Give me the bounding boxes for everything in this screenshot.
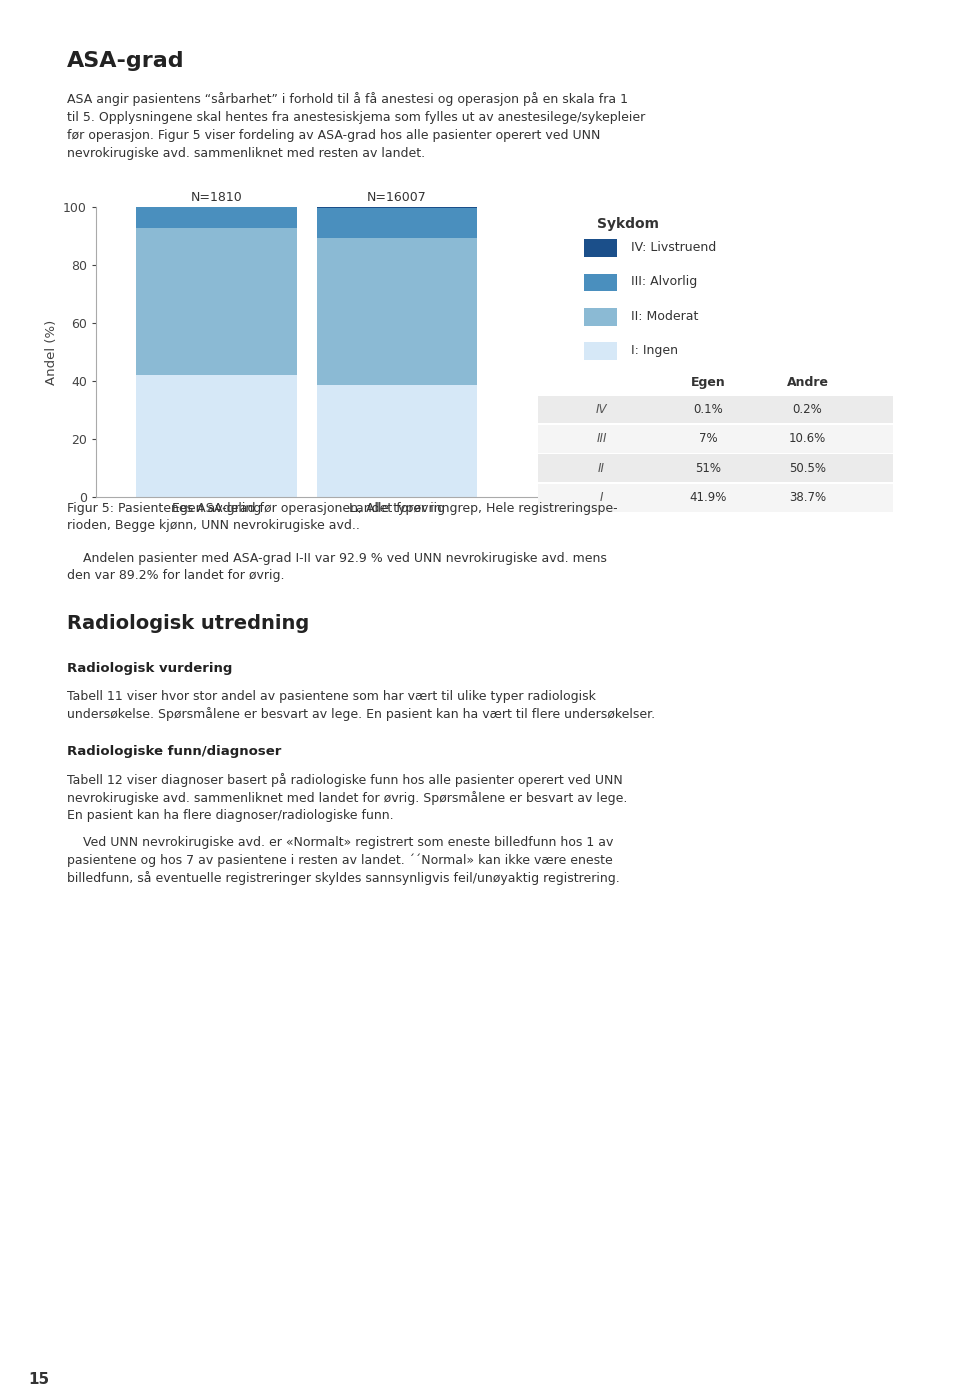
Text: II: Moderat: II: Moderat <box>631 309 698 322</box>
Text: I: Ingen: I: Ingen <box>631 344 678 357</box>
Text: III: III <box>596 433 607 445</box>
Bar <box>317 207 477 238</box>
FancyBboxPatch shape <box>584 308 617 326</box>
Bar <box>317 385 477 497</box>
Text: Radiologisk vurdering: Radiologisk vurdering <box>67 662 232 675</box>
Bar <box>136 375 297 497</box>
Text: Figur 5: Pasientenes ASA-grad før operasjonen, Alle typer inngrep, Hele registre: Figur 5: Pasientenes ASA-grad før operas… <box>67 503 618 532</box>
Text: 0.1%: 0.1% <box>693 403 723 416</box>
Text: III: Alvorlig: III: Alvorlig <box>631 274 697 288</box>
Text: 41.9%: 41.9% <box>689 491 727 504</box>
Text: N=16007: N=16007 <box>368 192 427 204</box>
Text: Tabell 12 viser diagnoser basert på radiologiske funn hos alle pasienter operert: Tabell 12 viser diagnoser basert på radi… <box>67 773 628 822</box>
Text: Ved UNN nevrokirugiske avd. er «Normalt» registrert som eneste billedfunn hos 1 : Ved UNN nevrokirugiske avd. er «Normalt»… <box>67 836 620 885</box>
FancyBboxPatch shape <box>584 273 617 291</box>
Text: Tabell 11 viser hvor stor andel av pasientene som har vært til ulike typer radio: Tabell 11 viser hvor stor andel av pasie… <box>67 690 656 721</box>
Bar <box>136 228 297 375</box>
FancyBboxPatch shape <box>538 484 893 512</box>
FancyBboxPatch shape <box>538 396 893 423</box>
Text: 51%: 51% <box>695 462 721 475</box>
Text: 10.6%: 10.6% <box>789 433 827 445</box>
Text: Andelen pasienter med ASA-grad I-II var 92.9 % ved UNN nevrokirugiske avd. mens
: Andelen pasienter med ASA-grad I-II var … <box>67 552 607 582</box>
FancyBboxPatch shape <box>538 426 893 454</box>
Text: 0.2%: 0.2% <box>793 403 823 416</box>
Text: 15: 15 <box>28 1372 50 1387</box>
Text: I: I <box>600 491 603 504</box>
Text: Egen: Egen <box>691 377 726 389</box>
Text: Radiologiske funn/diagnoser: Radiologiske funn/diagnoser <box>67 745 281 757</box>
Bar <box>136 207 297 228</box>
Text: Nasjonalt Kvalitetsregister for Ryggkirurgi: Nasjonalt Kvalitetsregister for Ryggkiru… <box>241 8 594 24</box>
Text: IV: IV <box>596 403 608 416</box>
Text: Radiologisk utredning: Radiologisk utredning <box>67 615 309 633</box>
Text: IV: Livstruend: IV: Livstruend <box>631 241 716 253</box>
Text: ASA angir pasientens “sårbarhet” i forhold til å få anestesi og operasjon på en : ASA angir pasientens “sårbarhet” i forho… <box>67 92 645 160</box>
Text: 7%: 7% <box>699 433 717 445</box>
Bar <box>317 238 477 385</box>
Y-axis label: Andel (%): Andel (%) <box>44 319 58 385</box>
FancyBboxPatch shape <box>584 343 617 360</box>
Text: ASA-grad: ASA-grad <box>67 50 185 71</box>
Text: Sykdom: Sykdom <box>597 217 660 231</box>
Text: 38.7%: 38.7% <box>789 491 827 504</box>
FancyBboxPatch shape <box>538 455 893 483</box>
Text: Andre: Andre <box>786 377 828 389</box>
Text: 50.5%: 50.5% <box>789 462 826 475</box>
Text: N=1810: N=1810 <box>191 192 242 204</box>
FancyBboxPatch shape <box>584 239 617 256</box>
Text: II: II <box>598 462 605 475</box>
